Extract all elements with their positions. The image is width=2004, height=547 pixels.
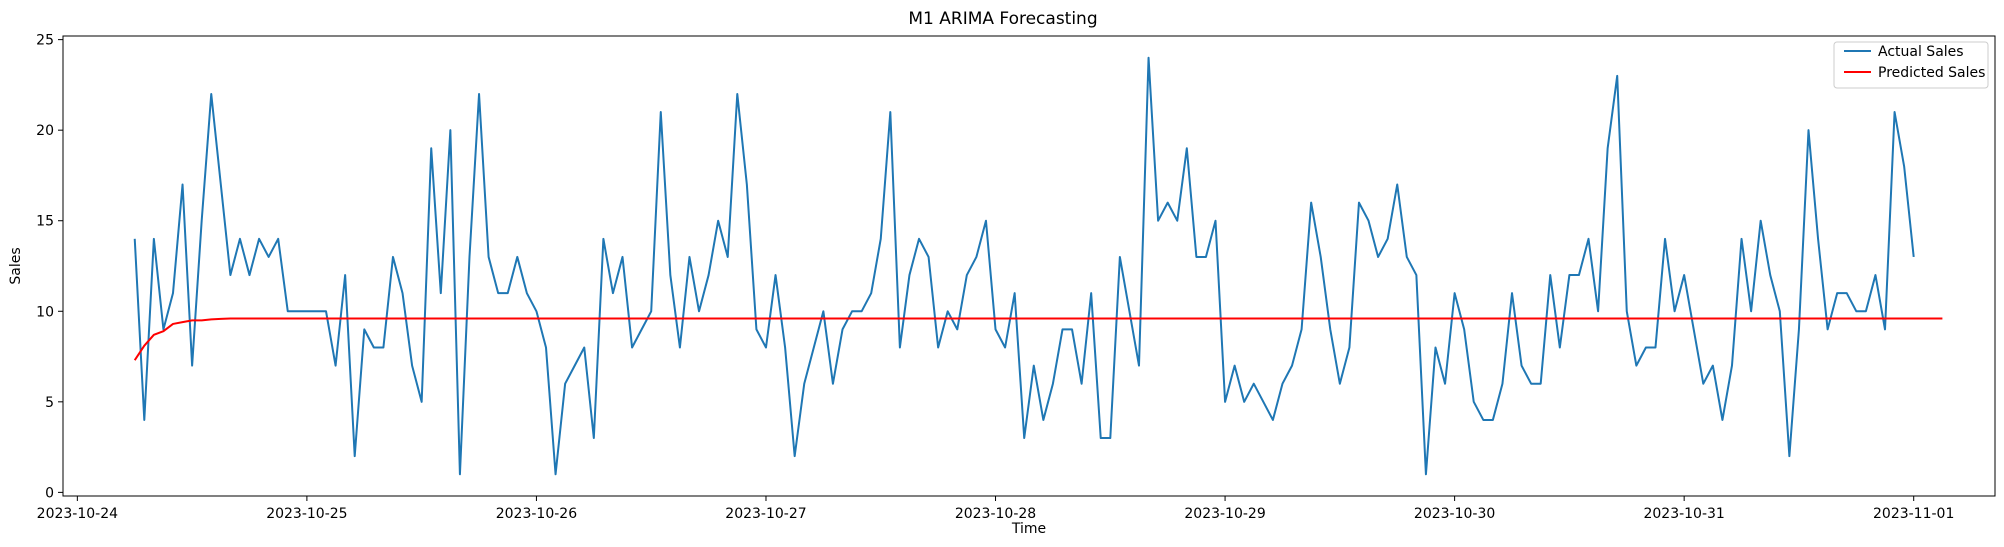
chart-title: M1 ARIMA Forecasting [908,9,1097,29]
series-line-actual-sales [133,56,1915,476]
y-tick-label: 5 [45,395,54,411]
series-line-predicted-sales [133,317,1943,361]
y-tick-label: 10 [36,304,54,320]
y-axis-label: Sales [8,247,24,284]
x-tick-label: 2023-10-28 [955,506,1036,522]
x-tick-label: 2023-10-30 [1414,506,1495,522]
y-tick-label: 0 [45,485,54,501]
y-tick-label: 15 [36,214,54,230]
x-tick-label: 2023-10-27 [725,506,806,522]
x-tick-label: 2023-10-29 [1184,506,1265,522]
x-axis: 2023-10-24 2023-10-25 2023-10-26 2023-10-27… [37,496,1954,522]
x-tick-label: 2023-10-24 [37,506,118,522]
legend-entry-actual: Actual Sales [1878,44,1964,60]
legend-box [1833,41,1989,89]
legend: Actual Sales Predicted Sales [1833,41,1989,89]
x-tick-label: 2023-10-31 [1643,506,1724,522]
x-axis-label: Time [1011,521,1046,537]
y-tick-label: 25 [36,33,54,49]
x-tick-label: 2023-10-26 [496,506,577,522]
y-tick-label: 20 [36,123,54,139]
legend-entry-predicted: Predicted Sales [1878,65,1985,81]
series-layer [133,56,1943,476]
y-axis: 0 5 10 15 20 25 [36,33,63,501]
plot-area-frame [62,35,1996,497]
x-tick-label: 2023-10-25 [266,506,347,522]
x-tick-label: 2023-11-01 [1873,506,1954,522]
